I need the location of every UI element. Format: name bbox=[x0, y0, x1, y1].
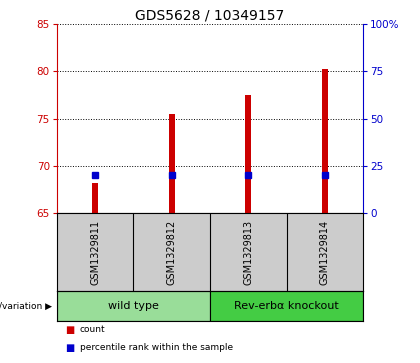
Text: ■: ■ bbox=[65, 343, 74, 353]
Text: ■: ■ bbox=[65, 325, 74, 335]
Text: GSM1329814: GSM1329814 bbox=[320, 220, 330, 285]
Text: count: count bbox=[80, 325, 105, 334]
Text: wild type: wild type bbox=[108, 301, 159, 311]
Title: GDS5628 / 10349157: GDS5628 / 10349157 bbox=[135, 8, 285, 23]
Text: genotype/variation ▶: genotype/variation ▶ bbox=[0, 302, 52, 311]
Text: GSM1329811: GSM1329811 bbox=[90, 220, 100, 285]
Text: percentile rank within the sample: percentile rank within the sample bbox=[80, 343, 233, 352]
Text: Rev-erbα knockout: Rev-erbα knockout bbox=[234, 301, 339, 311]
Bar bbox=[57, 291, 210, 321]
Text: GSM1329813: GSM1329813 bbox=[243, 220, 253, 285]
Bar bbox=[245, 95, 252, 213]
Bar bbox=[168, 114, 175, 213]
Bar bbox=[92, 183, 98, 213]
Bar bbox=[322, 69, 328, 213]
Bar bbox=[210, 291, 363, 321]
Text: GSM1329812: GSM1329812 bbox=[167, 220, 177, 285]
